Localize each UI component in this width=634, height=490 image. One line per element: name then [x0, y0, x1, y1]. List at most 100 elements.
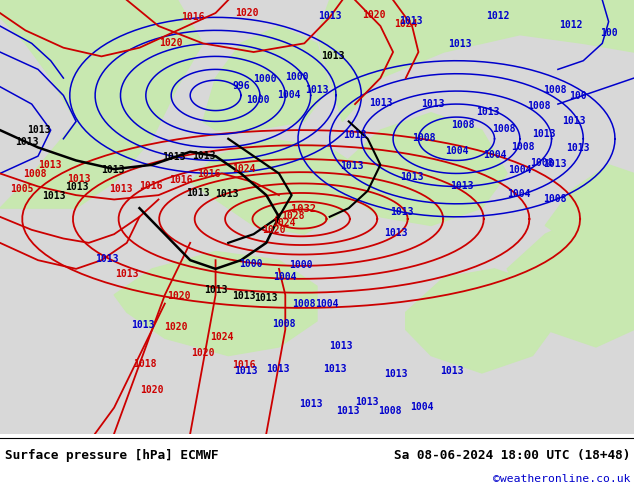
Text: 1000: 1000 — [285, 72, 309, 82]
Polygon shape — [0, 0, 203, 208]
Text: 1008: 1008 — [378, 406, 402, 416]
Text: 1016: 1016 — [139, 181, 163, 191]
Text: 1004: 1004 — [276, 90, 301, 100]
Text: 1013: 1013 — [232, 291, 256, 301]
Text: 1013: 1013 — [204, 285, 228, 294]
Text: 1013: 1013 — [368, 98, 392, 108]
Text: Surface pressure [hPa] ECMWF: Surface pressure [hPa] ECMWF — [5, 448, 219, 462]
Text: 1013: 1013 — [27, 125, 51, 135]
Text: 1020: 1020 — [362, 10, 386, 20]
Text: 1013: 1013 — [65, 182, 89, 193]
Text: 1013: 1013 — [186, 188, 210, 198]
Text: 1013: 1013 — [543, 159, 567, 169]
Text: 1020: 1020 — [159, 38, 183, 49]
Text: 1013: 1013 — [323, 365, 347, 374]
Text: 1013: 1013 — [439, 366, 463, 376]
Text: 1013: 1013 — [42, 191, 66, 201]
Text: 1020: 1020 — [262, 225, 286, 235]
Text: 1013: 1013 — [234, 366, 258, 376]
Text: 1016: 1016 — [181, 12, 205, 23]
Text: 1008: 1008 — [272, 319, 296, 329]
Text: 1013: 1013 — [131, 320, 155, 330]
Text: 1013: 1013 — [335, 406, 359, 416]
Polygon shape — [317, 0, 634, 122]
Text: 1013: 1013 — [115, 269, 139, 279]
Text: 1008: 1008 — [23, 170, 47, 179]
Text: 1013: 1013 — [566, 143, 590, 153]
Text: 1016: 1016 — [232, 360, 256, 370]
Text: 1018: 1018 — [133, 359, 157, 369]
Text: 1013: 1013 — [448, 39, 472, 49]
Text: 1008: 1008 — [411, 133, 436, 143]
Polygon shape — [406, 269, 558, 373]
Text: 1004: 1004 — [482, 150, 507, 160]
Text: 1020: 1020 — [167, 291, 191, 301]
Text: 1020: 1020 — [235, 8, 259, 18]
Text: 1032: 1032 — [290, 204, 316, 214]
Text: 1000: 1000 — [289, 260, 313, 270]
Text: 1013: 1013 — [476, 107, 500, 117]
Text: 1013: 1013 — [400, 172, 424, 182]
Text: 1004: 1004 — [314, 298, 339, 309]
Text: 1028: 1028 — [281, 211, 305, 221]
Text: 1016: 1016 — [169, 175, 193, 185]
Text: 100: 100 — [600, 27, 618, 38]
Text: 1013: 1013 — [532, 128, 556, 139]
Text: 1013: 1013 — [254, 294, 278, 303]
Text: 996: 996 — [232, 81, 250, 91]
Text: 1013: 1013 — [215, 189, 239, 199]
Text: 1008: 1008 — [451, 120, 475, 130]
Text: 1020: 1020 — [140, 385, 164, 395]
Text: 1013: 1013 — [299, 399, 323, 409]
Text: 1013: 1013 — [108, 184, 133, 194]
Polygon shape — [342, 113, 507, 225]
Polygon shape — [190, 139, 368, 234]
Text: 1013: 1013 — [390, 207, 414, 217]
Text: 1013: 1013 — [384, 228, 408, 238]
Text: 1013: 1013 — [15, 137, 39, 147]
Text: 1008: 1008 — [492, 124, 516, 134]
Text: 1013: 1013 — [67, 173, 91, 184]
Text: 1024: 1024 — [394, 19, 418, 29]
Text: 1000: 1000 — [238, 259, 262, 269]
Text: 1008: 1008 — [543, 194, 567, 204]
Text: 1013: 1013 — [318, 11, 342, 22]
Text: 1004: 1004 — [273, 271, 297, 282]
Text: 1024: 1024 — [210, 332, 234, 343]
Text: 1013: 1013 — [340, 161, 364, 171]
Text: 1024: 1024 — [272, 218, 296, 228]
Text: Sa 08-06-2024 18:00 UTC (18+48): Sa 08-06-2024 18:00 UTC (18+48) — [394, 448, 631, 462]
Text: 1000: 1000 — [245, 95, 269, 105]
Text: 1013: 1013 — [192, 151, 216, 161]
Text: 1013: 1013 — [329, 341, 353, 351]
Text: 1013: 1013 — [37, 160, 61, 170]
Text: 1008: 1008 — [543, 85, 567, 95]
Text: 1024: 1024 — [232, 164, 256, 174]
Text: 1012: 1012 — [559, 20, 583, 30]
Text: 1013: 1013 — [321, 51, 345, 61]
Polygon shape — [545, 165, 634, 260]
Text: 1004: 1004 — [444, 146, 469, 156]
Polygon shape — [114, 251, 317, 356]
Text: 1008: 1008 — [527, 101, 551, 111]
Text: 1013: 1013 — [354, 397, 378, 407]
Text: 1004: 1004 — [508, 165, 532, 175]
Text: 1013: 1013 — [562, 117, 586, 126]
Text: 1013: 1013 — [266, 364, 290, 373]
Polygon shape — [507, 217, 634, 347]
Text: 100: 100 — [569, 91, 587, 101]
Text: 1013: 1013 — [450, 181, 474, 191]
Text: 1013: 1013 — [343, 130, 367, 140]
Text: 1020: 1020 — [191, 348, 215, 358]
Text: 1016: 1016 — [197, 170, 221, 179]
Text: 1008: 1008 — [292, 298, 316, 309]
Text: 1004: 1004 — [507, 189, 531, 199]
Text: 1004: 1004 — [410, 402, 434, 412]
Text: 1008: 1008 — [530, 158, 554, 168]
Text: 1005: 1005 — [10, 184, 34, 194]
Text: ©weatheronline.co.uk: ©weatheronline.co.uk — [493, 474, 631, 484]
Text: 1013: 1013 — [94, 254, 119, 264]
Text: 1013: 1013 — [305, 85, 329, 95]
Text: 1020: 1020 — [164, 322, 188, 332]
Text: 1013: 1013 — [162, 152, 186, 162]
